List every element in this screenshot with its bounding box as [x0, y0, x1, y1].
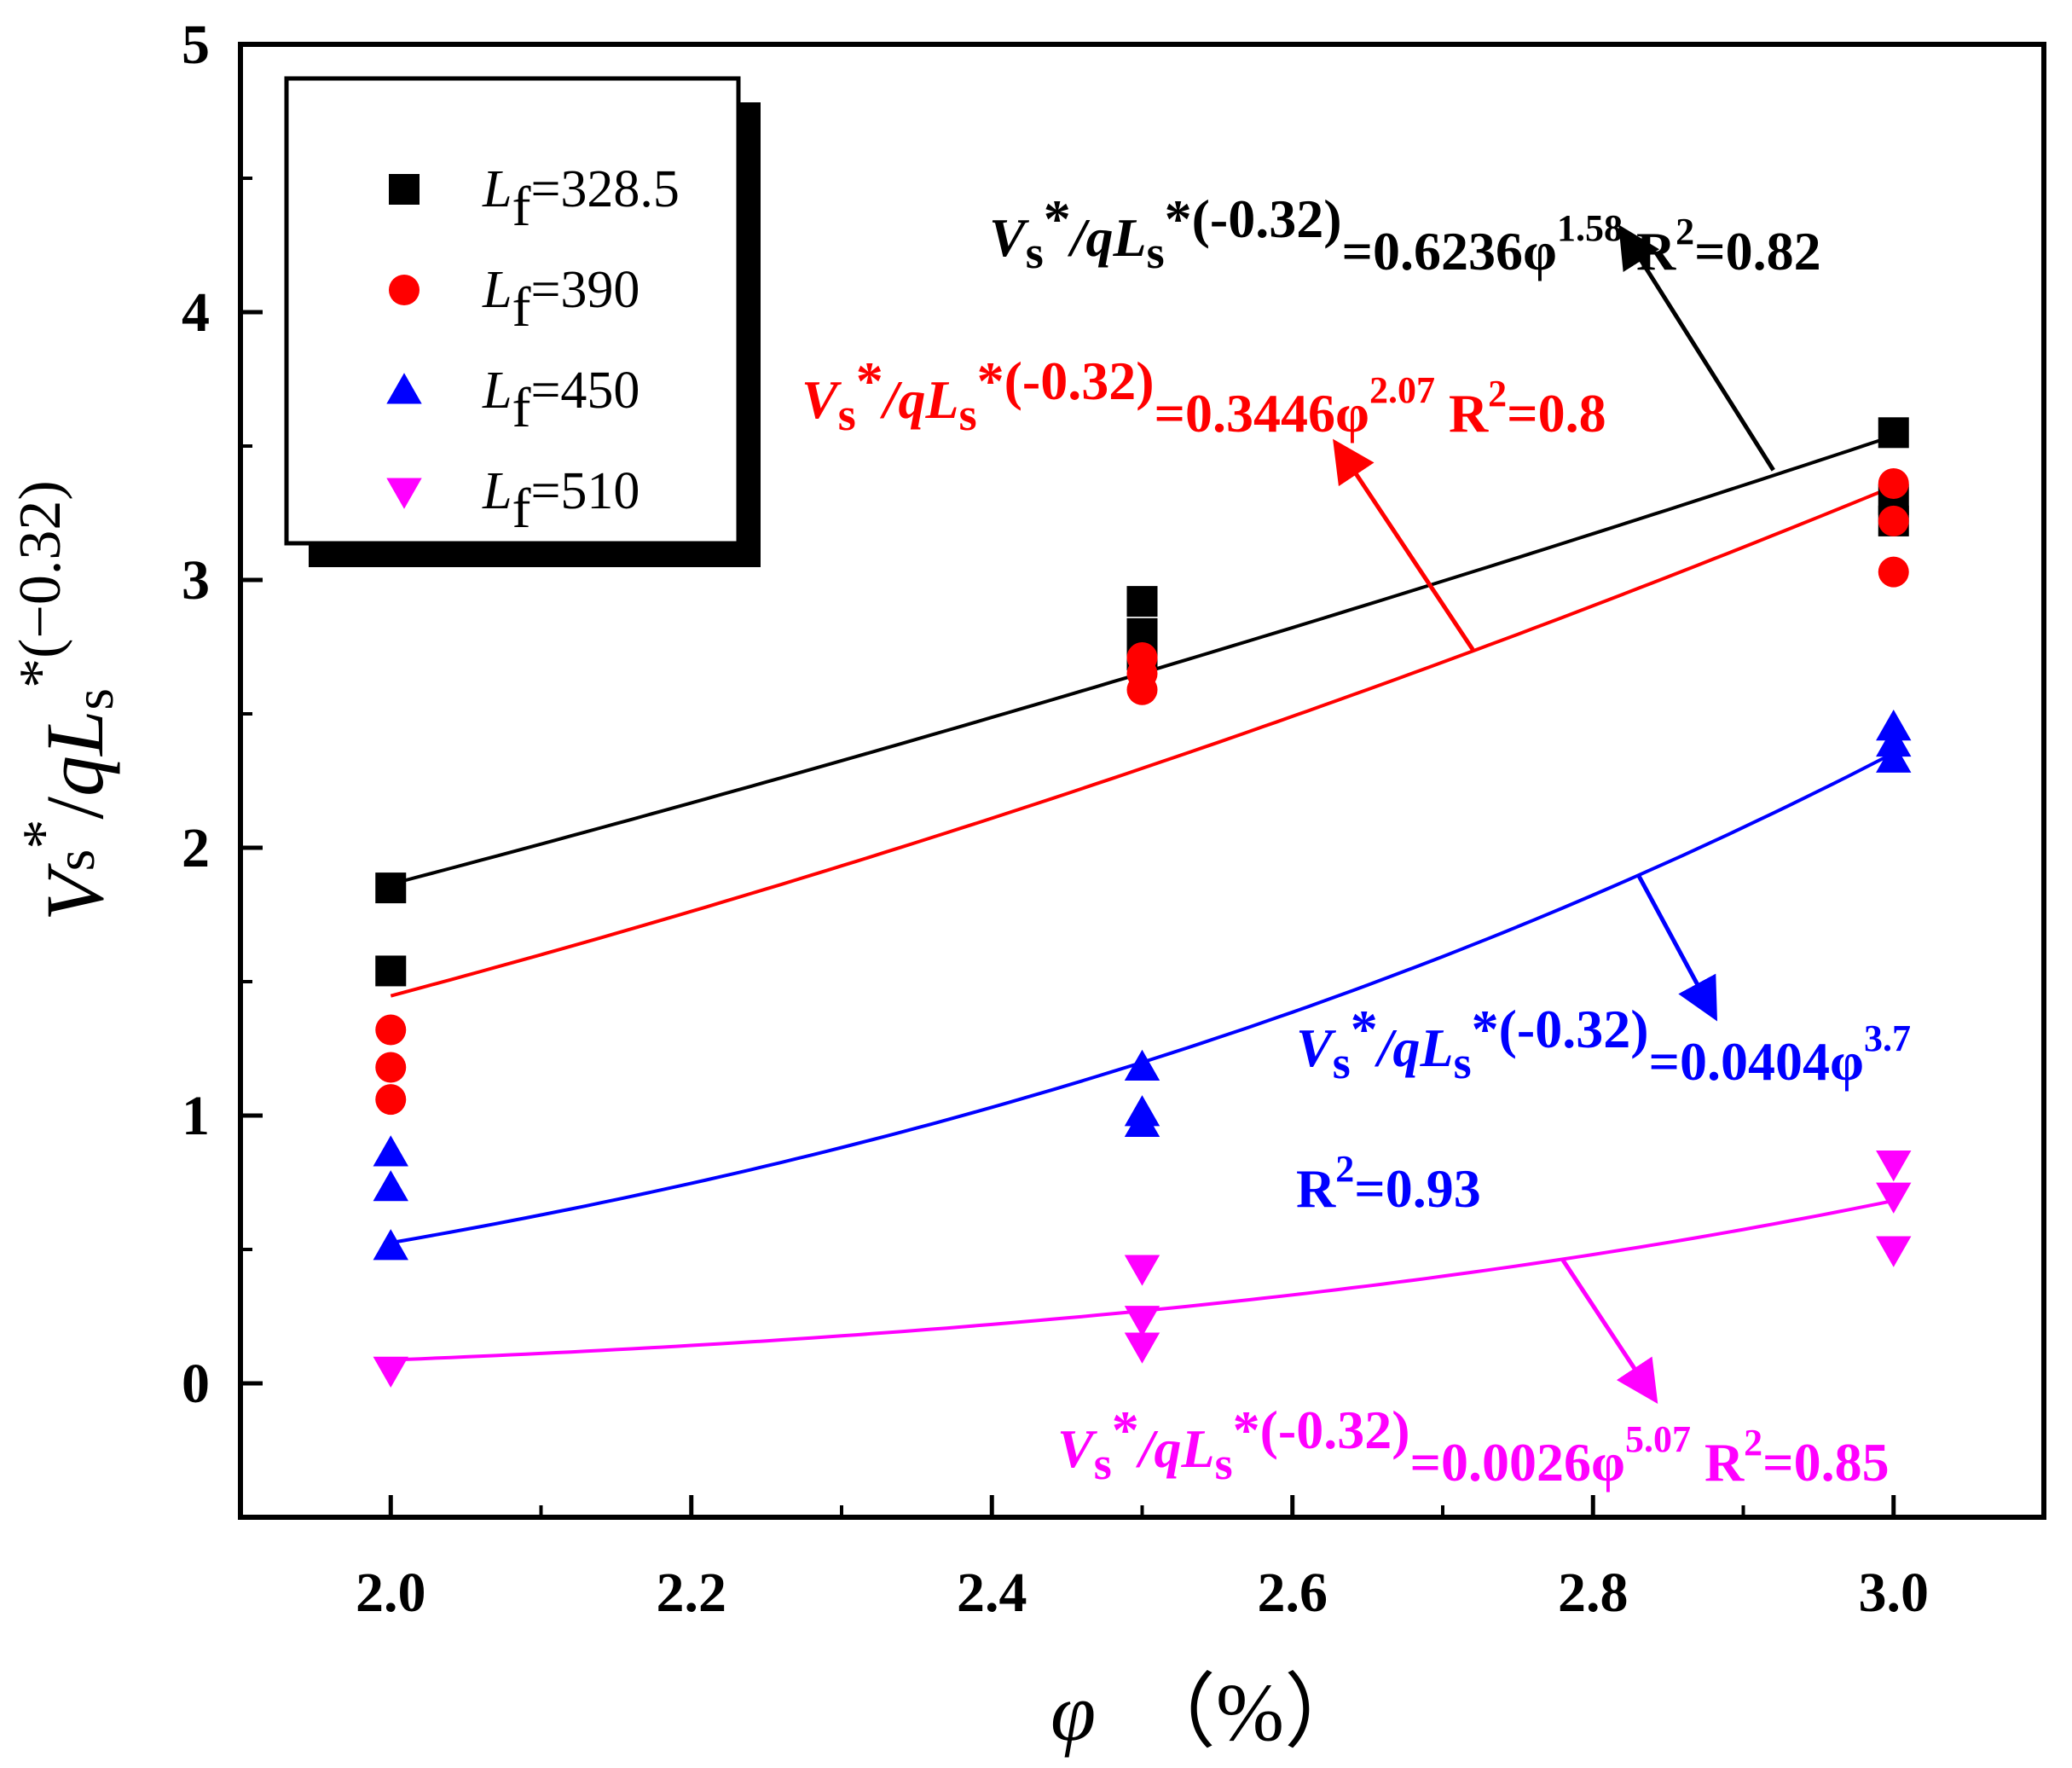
legend-box [284, 76, 741, 546]
data-point-series-1 [1878, 467, 1909, 499]
data-point-series-0 [1126, 586, 1158, 617]
x-tick-label: 2.6 [1258, 1562, 1328, 1624]
legend-label-3: Lf=510 [482, 462, 640, 540]
y-tick-label: 0 [182, 1353, 210, 1415]
x-tick-label: 2.8 [1558, 1562, 1629, 1624]
x-axis-title: φ （%） [1050, 1667, 1366, 1758]
data-point-series-3 [373, 1356, 408, 1388]
annotation-arrow-2 [1635, 873, 1717, 1022]
data-point-series-1 [375, 1052, 407, 1083]
equation-series-2: Vs*/qLs*(-0.32)=0.0404φ3.7 [1296, 999, 1911, 1092]
y-tick-label: 3 [182, 549, 210, 612]
svg-text:（%）: （%） [1134, 1667, 1366, 1758]
x-tick-label: 2.4 [957, 1562, 1027, 1624]
annotation-arrow-3 [1560, 1259, 1658, 1405]
data-point-series-3 [1124, 1306, 1160, 1337]
data-point-series-2 [1124, 1105, 1160, 1137]
data-point-series-2 [1876, 741, 1912, 773]
data-point-series-0 [375, 955, 407, 987]
legend-marker-2 [386, 373, 422, 404]
y-tick-label: 4 [182, 281, 210, 344]
y-tick-label: 5 [182, 14, 210, 76]
data-point-series-3 [1876, 1150, 1912, 1182]
data-point-series-2 [1124, 1049, 1160, 1081]
y-tick-label: 2 [182, 817, 210, 879]
data-point-series-1 [1126, 674, 1158, 705]
equation-series-0: Vs*/qLs*(-0.32)=0.6236φ1.58 R2=0.82 [989, 188, 1821, 281]
annotation-arrow-1 [1333, 438, 1475, 652]
data-point-series-1 [375, 1084, 407, 1116]
equation-series-3: Vs*/qLs*(-0.32)=0.0026φ5.07 R2=0.85 [1057, 1400, 1890, 1493]
x-axis: 2.0 2.2 2.4 2.6 2.8 3.0 [239, 1495, 2046, 1624]
data-point-series-2 [373, 1170, 408, 1202]
x-tick-label: 2.2 [657, 1562, 727, 1624]
x-tick-label: 2.0 [356, 1562, 426, 1624]
fit-curve-1 [390, 484, 1895, 998]
legend-marker-1 [389, 275, 420, 305]
data-point-series-0 [375, 872, 407, 904]
data-point-series-2 [1876, 710, 1912, 741]
data-point-series-0 [1878, 417, 1909, 449]
y-axis-title: Vs*/qLs*(−0.32) [8, 480, 125, 921]
data-points [373, 417, 1912, 1388]
data-point-series-3 [1124, 1332, 1160, 1364]
legend-label-0: Lf=328.5 [482, 160, 680, 238]
legend-marker-3 [386, 478, 422, 509]
equation-series-2-r2: R2=0.93 [1296, 1148, 1481, 1219]
fit-curves [390, 434, 1895, 1362]
x-tick-label: 3.0 [1859, 1562, 1930, 1624]
legend: Lf=328.5 Lf=390 Lf=450 Lf=510 [284, 76, 761, 567]
data-point-series-3 [1124, 1255, 1160, 1286]
svg-text:φ: φ [1050, 1667, 1096, 1758]
data-point-series-2 [373, 1135, 408, 1167]
data-point-series-1 [1878, 556, 1909, 588]
annotation-arrow-0 [1618, 224, 1775, 472]
data-point-series-1 [375, 1014, 407, 1046]
data-point-series-2 [1876, 725, 1912, 757]
legend-label-1: Lf=390 [482, 261, 640, 339]
y-tick-label: 1 [182, 1085, 210, 1147]
equations: Vs*/qLs*(-0.32)=0.6236φ1.58 R2=0.82 Vs*/… [802, 188, 1911, 1493]
data-point-series-2 [373, 1229, 408, 1261]
equation-series-1: Vs*/qLs*(-0.32)=0.3446φ2.07 R2=0.8 [802, 351, 1606, 443]
data-point-series-1 [1878, 505, 1909, 536]
annotation-arrows [1333, 224, 1775, 1405]
data-point-series-3 [1876, 1182, 1912, 1214]
y-axis: 0 1 2 3 4 5 [182, 14, 263, 1519]
legend-marker-0 [389, 174, 420, 205]
fit-curve-2 [390, 751, 1895, 1245]
data-point-series-3 [1876, 1236, 1912, 1267]
legend-label-2: Lf=450 [482, 362, 640, 439]
